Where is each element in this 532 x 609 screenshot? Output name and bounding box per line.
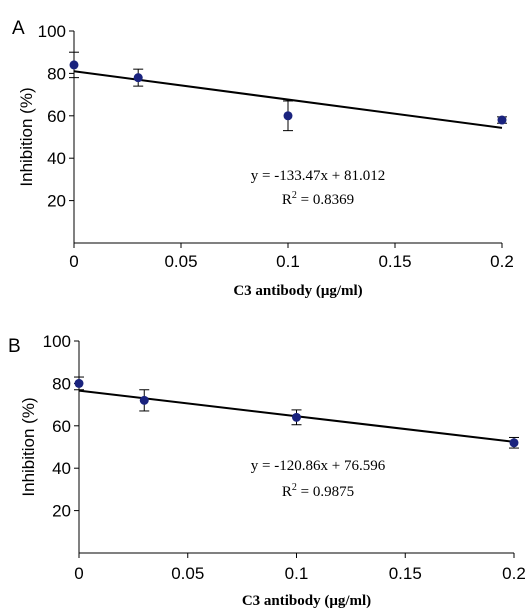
chart-panel-a: 20 40 60 80 100 0 0.05 0.1 0.15 0.2 A Inhibition (%… xyxy=(12,18,514,299)
y-tick-label: 20 xyxy=(47,192,66,211)
data-point xyxy=(133,73,143,83)
x-tick-label: 0.05 xyxy=(164,252,197,271)
x-tick-label: 0 xyxy=(74,564,83,583)
x-tick-label: 0.1 xyxy=(276,252,300,271)
y-tick-label: 100 xyxy=(38,22,66,41)
x-tick-label: 0.05 xyxy=(171,564,204,583)
r-squared: R2 = 0.9875 xyxy=(282,482,354,500)
x-tick-label: 0.2 xyxy=(490,252,514,271)
y-tick-label: 100 xyxy=(43,332,71,351)
x-axis-title: C3 antibody (μg/ml) xyxy=(233,283,362,299)
data-point xyxy=(69,60,79,70)
y-tick-label: 80 xyxy=(52,374,71,393)
r-squared-symbol: R xyxy=(282,192,292,208)
r-squared-value: = 0.8369 xyxy=(297,192,354,208)
r-squared: R2 = 0.8369 xyxy=(282,190,354,208)
chart-panel-b: 20 40 60 80 100 0 0.05 0.1 0.15 0.2 B Inhibition (%… xyxy=(8,332,526,609)
y-tick-label: 40 xyxy=(47,149,66,168)
x-tick-label: 0.1 xyxy=(285,564,309,583)
y-tick-label: 40 xyxy=(52,459,71,478)
x-axis-title: C3 antibody (μg/ml) xyxy=(242,593,371,609)
y-tick-label: 60 xyxy=(47,107,66,126)
panel-label: B xyxy=(8,336,21,357)
trend-equation: y = -133.47x + 81.012 xyxy=(251,168,385,184)
y-tick-label: 20 xyxy=(52,502,71,521)
trend-equation: y = -120.86x + 76.596 xyxy=(251,458,386,474)
data-point xyxy=(283,111,293,121)
x-tick-label: 0.15 xyxy=(378,252,411,271)
data-point xyxy=(139,395,149,405)
data-point xyxy=(74,378,84,388)
trend-line xyxy=(73,70,503,129)
panel-label: A xyxy=(12,18,25,39)
data-point xyxy=(292,412,301,422)
r-squared-exponent: 2 xyxy=(292,190,297,201)
data-point xyxy=(509,438,519,448)
y-axis-title: Inhibition (%) xyxy=(17,87,36,186)
r-squared-exponent: 2 xyxy=(292,482,297,493)
y-axis-title: Inhibition (%) xyxy=(19,397,38,496)
x-tick-label: 0.2 xyxy=(502,564,526,583)
y-tick-label: 60 xyxy=(52,417,71,436)
x-tick-label: 0 xyxy=(69,252,78,271)
y-tick-label: 80 xyxy=(47,64,66,83)
data-point xyxy=(497,115,507,125)
x-tick-label: 0.15 xyxy=(389,564,422,583)
r-squared-symbol: R xyxy=(282,484,292,500)
r-squared-value: = 0.9875 xyxy=(297,484,354,500)
